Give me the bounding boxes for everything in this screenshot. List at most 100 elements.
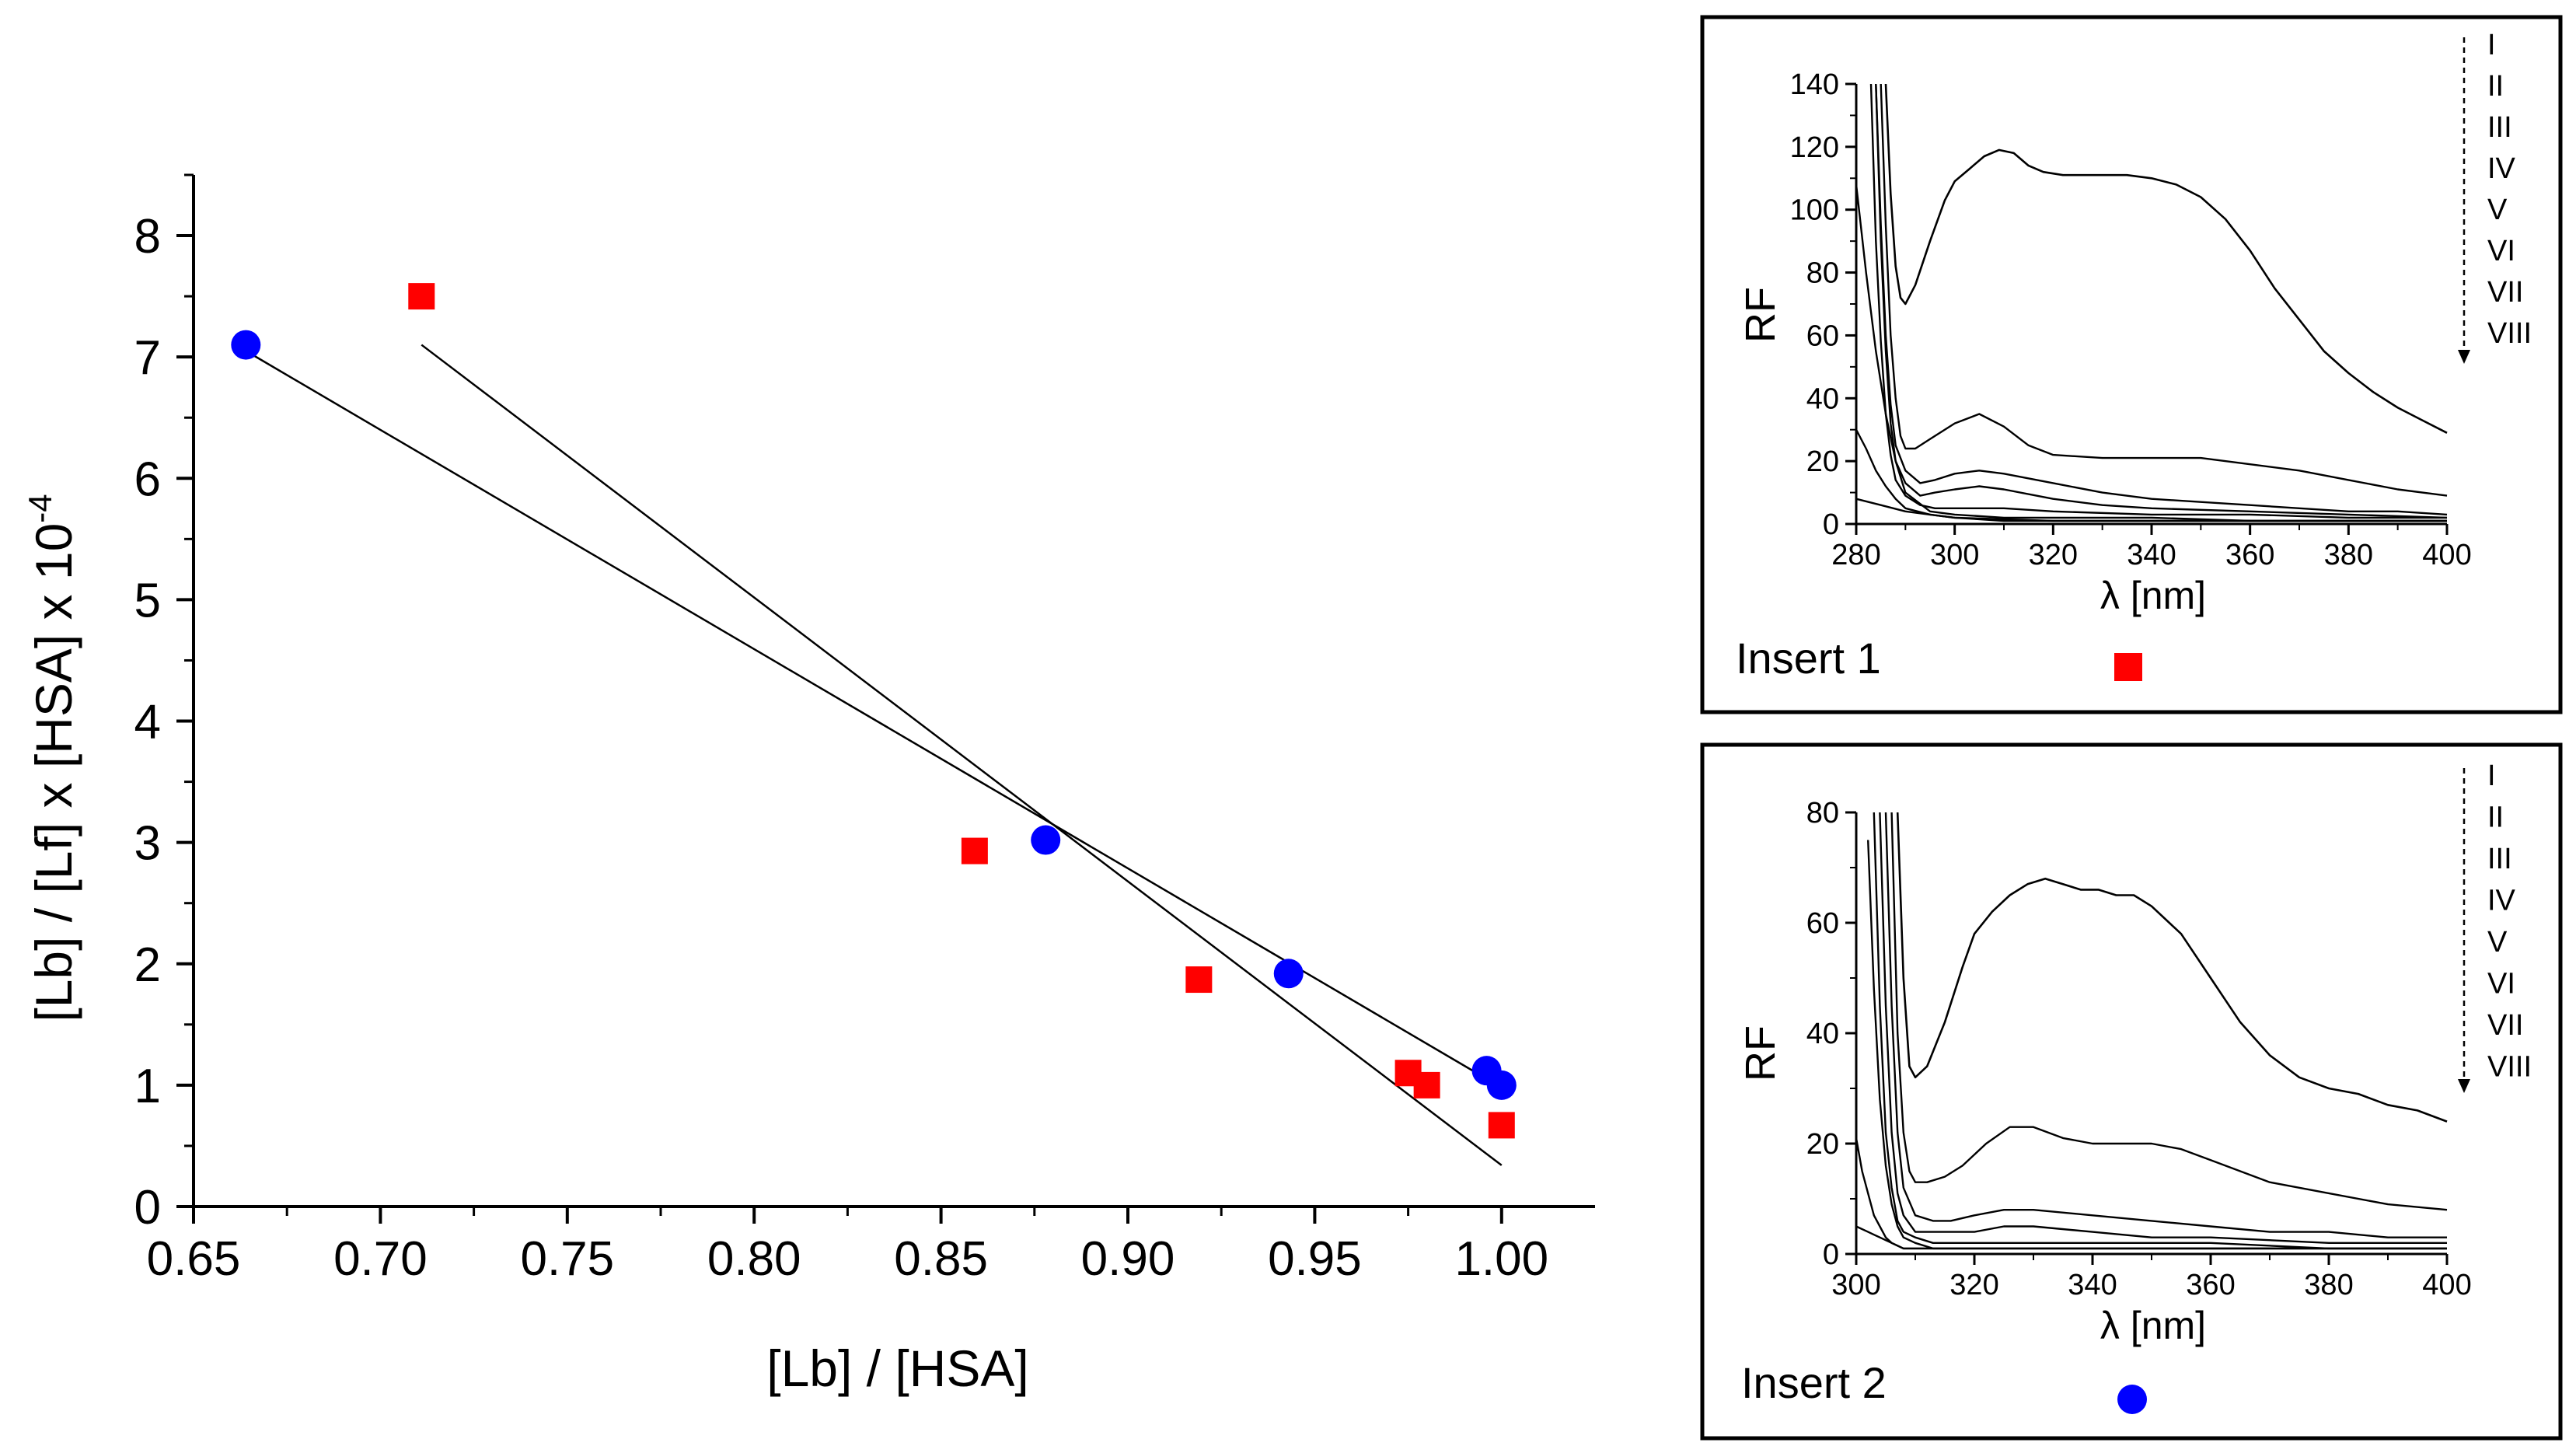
- insert-1-marker-square: [2114, 653, 2142, 681]
- main-x-tick-label: 1.00: [1454, 1232, 1548, 1286]
- ins1-y-tick-label: 60: [1806, 320, 1839, 352]
- main-ticks: 0.65 0.70 0.75 0.80 0.85 0.90 0.95 1.00 0 1 2 3 4 5 6 7…: [134, 173, 1548, 1286]
- ins1-y-tick-label: 80: [1806, 257, 1839, 290]
- ins2-curve-IV: [1879, 812, 2447, 1244]
- main-x-tick-label: 0.75: [520, 1232, 614, 1286]
- ins1-x-tick-label: 280: [1831, 539, 1880, 571]
- ins1-x-tick-label: 340: [2127, 539, 2176, 571]
- insert-2-marker-circle: [2117, 1385, 2147, 1414]
- main-y-axis-label-base: [Lb] / [Lf] x [HSA] x 10: [25, 523, 82, 1022]
- ins2-x-tick-label: 360: [2186, 1269, 2235, 1301]
- data-point-square: [1488, 1112, 1515, 1139]
- main-x-tick-label: 0.85: [894, 1232, 988, 1286]
- ins1-legend-item: IV: [2487, 152, 2516, 185]
- insert-2-y-axis-label: RF: [1737, 1025, 1784, 1081]
- ins1-curve-IV: [1875, 83, 2448, 519]
- ins1-y-tick-label: 140: [1790, 68, 1839, 101]
- ins1-legend-item: VI: [2487, 235, 2515, 267]
- ins1-curve-I: [1884, 83, 2448, 434]
- ins2-y-tick-label: 20: [1806, 1128, 1839, 1161]
- main-x-tick-label: 0.95: [1268, 1232, 1362, 1286]
- ins1-curve-II: [1880, 83, 2448, 497]
- ins2-y-tick-label: 40: [1806, 1018, 1839, 1050]
- main-y-tick-label: 3: [134, 817, 161, 871]
- data-point-circle: [1486, 1070, 1517, 1100]
- ins2-x-tick-label: 300: [1831, 1269, 1880, 1301]
- ins2-x-tick-label: 400: [2422, 1269, 2471, 1301]
- ins2-legend-item: V: [2487, 926, 2508, 959]
- data-point-square: [1413, 1071, 1440, 1098]
- main-x-tick-label: 0.65: [147, 1232, 241, 1286]
- data-point-square: [1185, 966, 1213, 994]
- ins2-legend-item: VI: [2487, 968, 2515, 1001]
- insert-2-curves: [1856, 812, 2448, 1250]
- main-chart: 0.65 0.70 0.75 0.80 0.85 0.90 0.95 1.00 0 1 2 3 4 5 6 7…: [22, 173, 1595, 1397]
- fit-line-series-1: [421, 344, 1503, 1166]
- ins1-x-tick-label: 300: [1930, 539, 1979, 571]
- ins1-legend-item: III: [2487, 111, 2512, 144]
- main-y-tick-label: 7: [134, 331, 161, 385]
- insert-2-title: Insert 2: [1741, 1358, 1887, 1407]
- main-x-axis-label: [Lb] / [HSA]: [766, 1339, 1028, 1397]
- main-y-tick-label: 8: [134, 210, 161, 264]
- ins2-x-tick-label: 380: [2304, 1269, 2353, 1301]
- ins1-y-tick-label: 20: [1806, 445, 1839, 478]
- main-x-tick-label: 0.70: [333, 1232, 428, 1286]
- ins2-y-tick-label: 0: [1823, 1238, 1839, 1271]
- data-point-circle: [1031, 825, 1061, 855]
- main-x-tick-label: 0.90: [1081, 1232, 1175, 1286]
- main-data-points: [231, 283, 1517, 1139]
- insert-2-ticks: 300 320 340 360 380 400 0 20 40 60 80: [1806, 797, 2472, 1301]
- ins1-legend-item: VII: [2487, 276, 2523, 309]
- data-point-circle: [1273, 959, 1304, 989]
- ins2-legend-item: IV: [2487, 885, 2516, 917]
- ins2-y-tick-label: 80: [1806, 797, 1839, 830]
- ins2-curve-III: [1884, 812, 2447, 1238]
- ins1-y-tick-label: 0: [1823, 508, 1839, 541]
- insert-1-frame: [1700, 15, 2563, 714]
- insert-1-curves: [1856, 83, 2448, 522]
- ins2-x-tick-label: 320: [1949, 1269, 1998, 1301]
- insert-1-ticks: 280 300 320 340 360 380 400 0 20 40 60 80 100 120 140: [1790, 68, 2472, 571]
- ins2-legend-item: VII: [2487, 1009, 2523, 1042]
- ins1-legend-item: II: [2487, 70, 2504, 103]
- data-point-square: [408, 283, 435, 310]
- main-y-tick-label: 2: [134, 938, 161, 992]
- ins1-legend-item: I: [2487, 29, 2496, 61]
- ins1-curve-V: [1869, 83, 2447, 519]
- main-x-tick-label: 0.80: [707, 1232, 801, 1286]
- ins2-x-tick-label: 340: [2068, 1269, 2117, 1301]
- ins1-curve-group: [1856, 83, 2448, 522]
- data-point-circle: [231, 330, 261, 360]
- ins2-y-tick-label: 60: [1806, 907, 1839, 940]
- ins1-x-tick-label: 380: [2324, 539, 2373, 571]
- ins1-x-tick-label: 320: [2029, 539, 2078, 571]
- main-axes: [192, 175, 1595, 1208]
- ins2-curve-II: [1890, 812, 2448, 1211]
- ins1-y-tick-label: 40: [1806, 382, 1839, 415]
- ins2-curve-VIII: [1856, 1225, 2447, 1250]
- insert-1-panel: 280 300 320 340 360 380 400020406080100120140 …: [1700, 15, 2563, 714]
- main-y-axis-label-exponent: -4: [22, 494, 58, 522]
- ins2-legend-item: II: [2487, 802, 2504, 834]
- ins2-curve-V: [1873, 812, 2447, 1250]
- ins2-curve-group: [1856, 812, 2448, 1250]
- ins2-curve-I: [1896, 812, 2448, 1123]
- insert-1-x-axis-label: λ [nm]: [2100, 574, 2206, 617]
- ins2-legend-item: VIII: [2487, 1051, 2532, 1084]
- ins1-legend-item: V: [2487, 194, 2508, 226]
- main-y-tick-label: 0: [134, 1181, 161, 1235]
- main-y-axis-label: [Lb] / [Lf] x [HSA] x 10-4: [22, 494, 82, 1022]
- main-y-tick-label: 6: [134, 452, 161, 506]
- ins2-legend-item: III: [2487, 843, 2512, 875]
- main-y-tick-label: 5: [134, 574, 161, 627]
- main-y-tick-label: 1: [134, 1060, 161, 1113]
- ins1-legend-arrow-head: [2458, 350, 2470, 364]
- ins2-legend-item: I: [2487, 760, 2496, 792]
- ins1-x-tick-label: 400: [2422, 539, 2471, 571]
